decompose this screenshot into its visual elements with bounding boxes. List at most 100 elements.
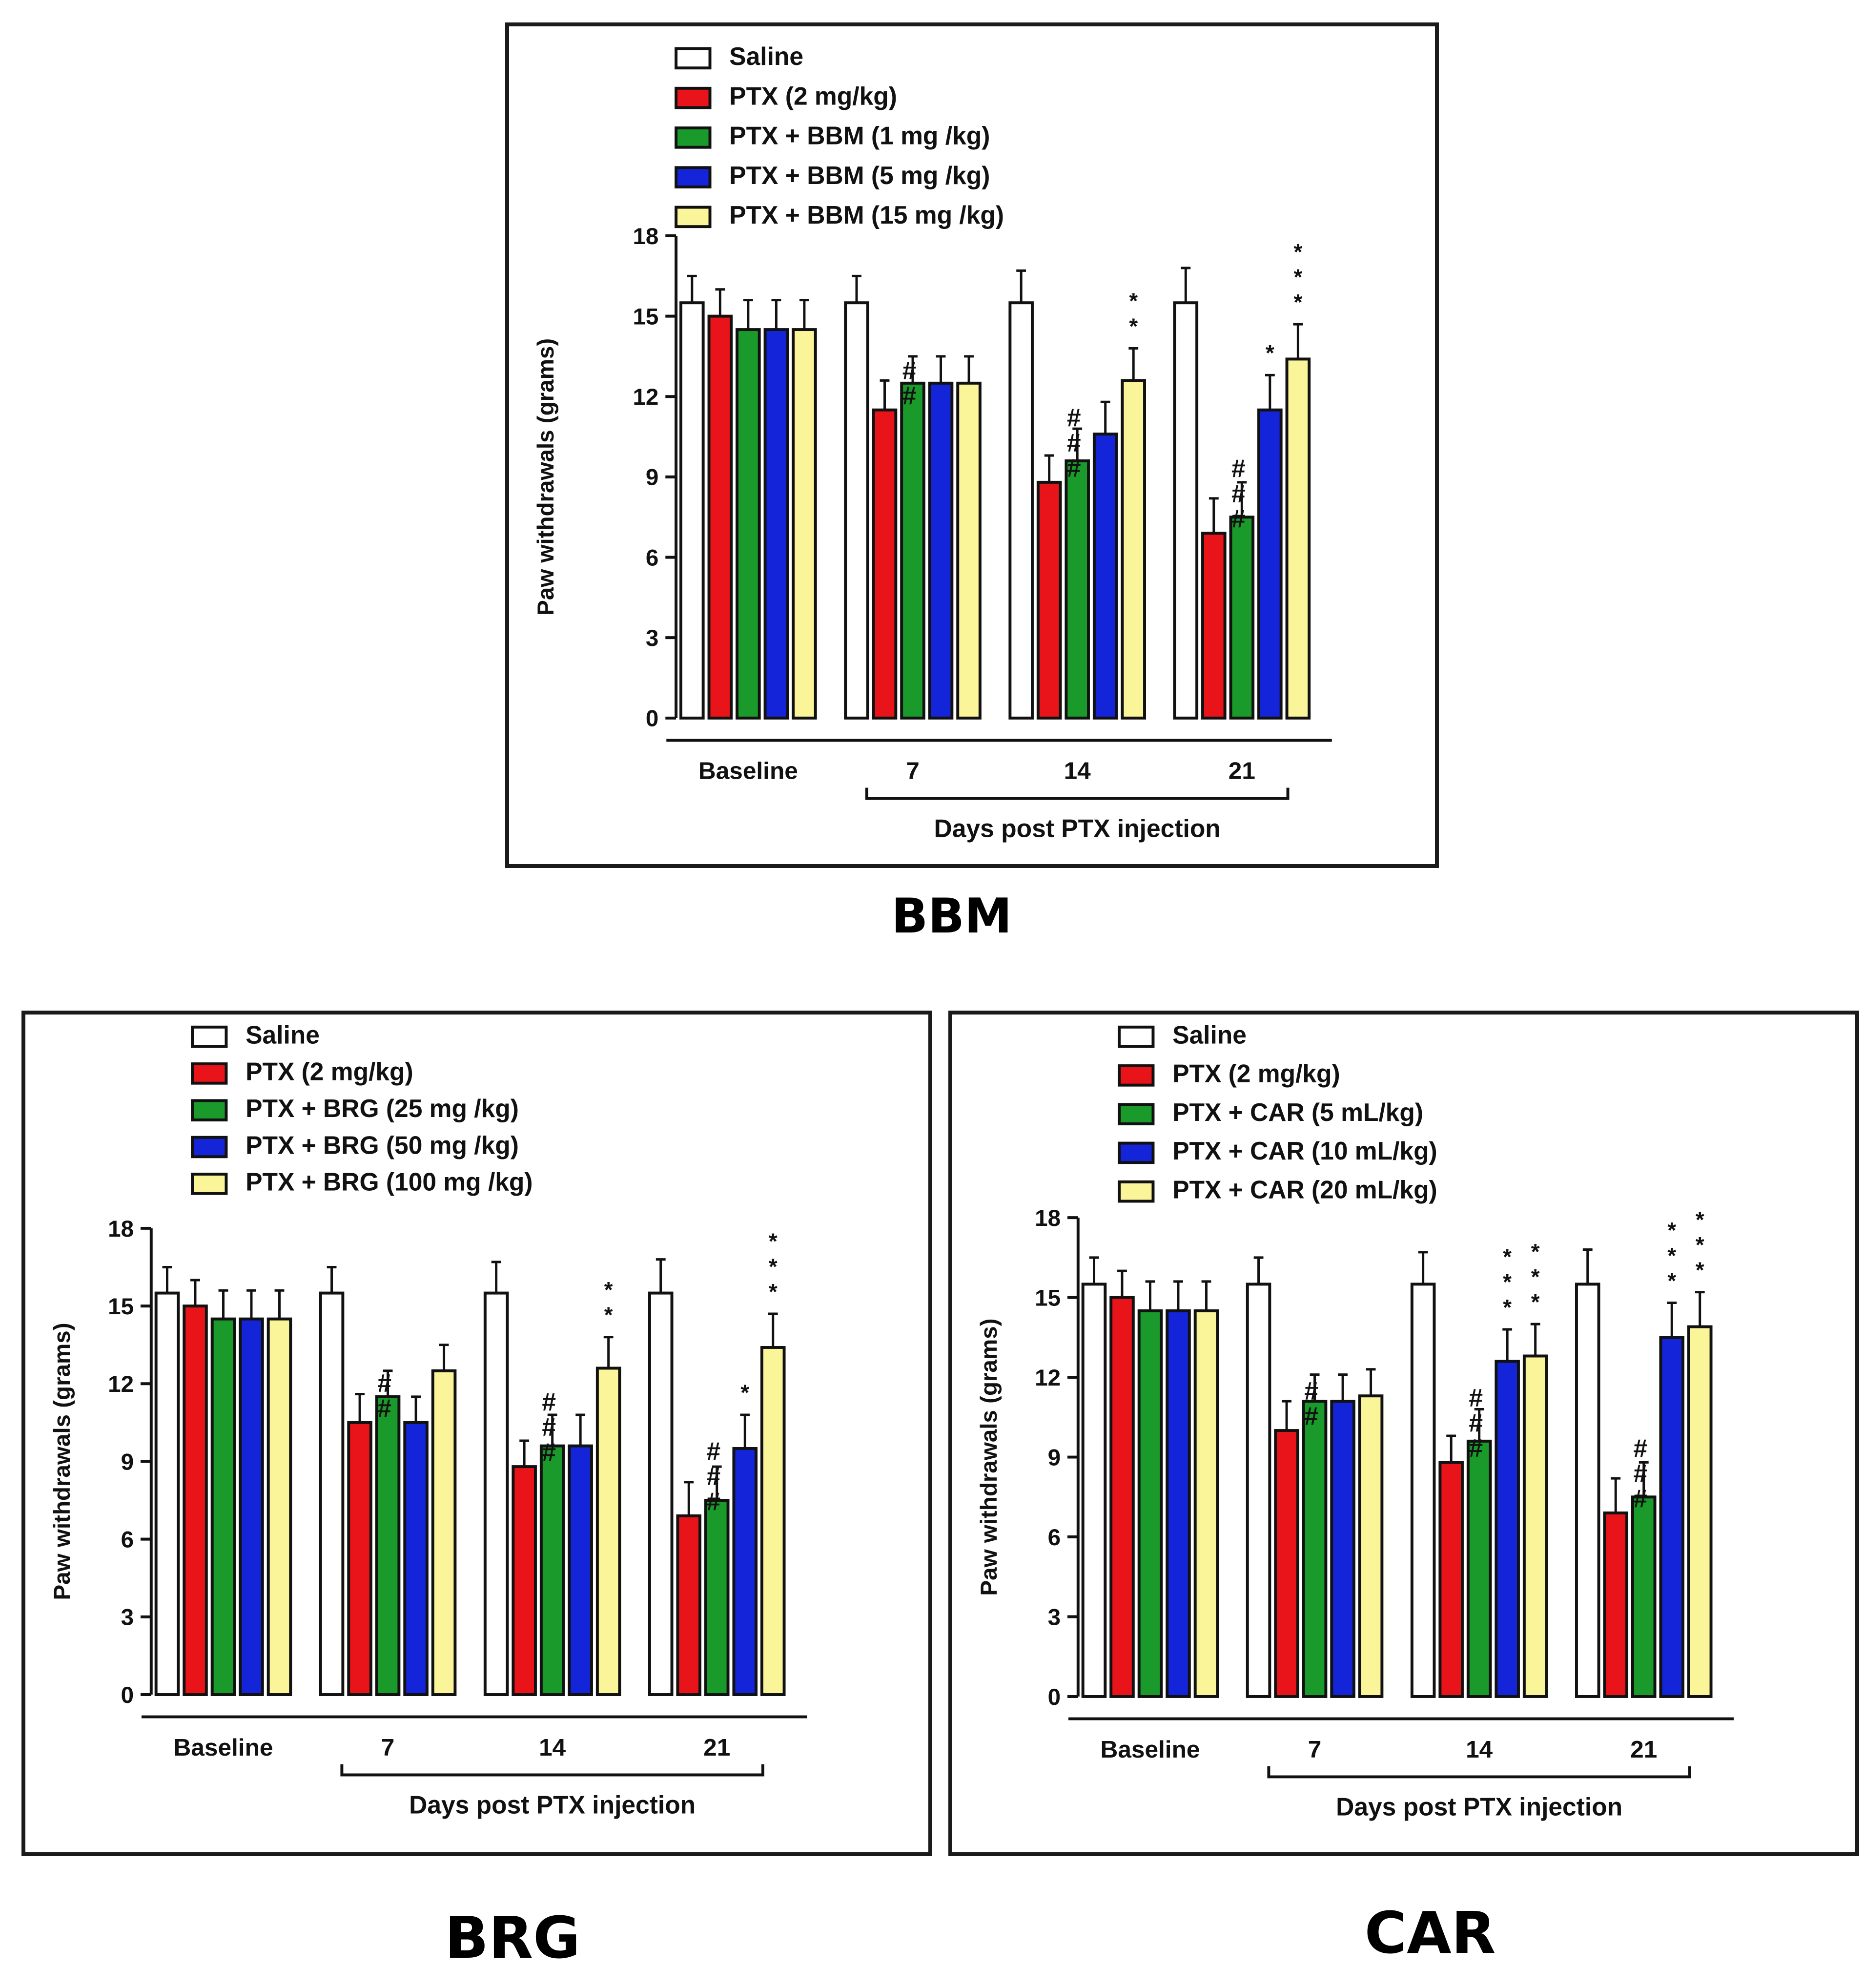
y-tick-label: 9 (1048, 1445, 1061, 1470)
significance-hash: # (706, 1437, 720, 1465)
legend-swatch (1118, 1064, 1155, 1087)
bbm-caption: BBM (891, 889, 1012, 944)
legend-label: Saline (1172, 1020, 1247, 1049)
bar-car-dose_low (1631, 1495, 1657, 1698)
significance-star: * (1696, 1258, 1704, 1283)
bar-brg-saline (319, 1291, 345, 1696)
significance-hash: # (1067, 454, 1081, 482)
y-tick-label: 15 (1035, 1285, 1061, 1311)
bar-bbm-saline (1173, 301, 1199, 720)
bar-brg-saline (154, 1291, 180, 1696)
x-tick-label: 7 (1308, 1736, 1322, 1763)
y-tick-label: 6 (121, 1527, 134, 1553)
y-axis-label: Paw withdrawals (grams) (533, 338, 559, 616)
x-tick-label: 14 (1064, 757, 1091, 785)
significance-star: * (1531, 1239, 1540, 1264)
significance-hash: # (706, 1462, 720, 1490)
bbm-panel: Saline PTX (2 mg/kg) PTX + BBM (1 mg /kg) P… (505, 22, 1439, 868)
bar-car-dose_low (1466, 1439, 1492, 1698)
significance-star: * (1503, 1295, 1512, 1320)
x-tick-label: Baseline (174, 1734, 273, 1761)
legend-swatch (1118, 1180, 1155, 1203)
y-tick-label: 18 (1035, 1205, 1061, 1231)
bar-brg-dose_high (595, 1367, 621, 1696)
significance-hash: # (1633, 1459, 1647, 1488)
brg-chart: Saline PTX (2 mg/kg) PTX + BRG (25 mg /kg)… (49, 1020, 807, 1819)
y-tick-label: 0 (646, 706, 658, 732)
y-tick-label: 9 (646, 465, 658, 491)
y-tick-label: 9 (121, 1449, 134, 1475)
legend-label: PTX + BRG (50 mg /kg) (246, 1131, 519, 1159)
y-tick-label: 0 (121, 1682, 134, 1708)
bar-bbm-saline (679, 301, 705, 720)
x-axis-label: Days post PTX injection (409, 1791, 696, 1819)
x-tick-label: 21 (703, 1734, 730, 1761)
significance-star: * (1667, 1243, 1676, 1268)
bar-bbm-ptx (707, 314, 733, 720)
bar-car-dose_high (1522, 1354, 1548, 1698)
legend-label: PTX + BBM (1 mg /kg) (729, 122, 990, 150)
significance-star: * (604, 1303, 613, 1327)
bar-car-ptx (1109, 1296, 1135, 1698)
significance-hash: # (1469, 1384, 1483, 1412)
days-bracket (865, 787, 1290, 800)
bar-bbm-ptx (1036, 480, 1062, 720)
y-tick-label: 15 (108, 1294, 134, 1320)
significance-star: * (1667, 1268, 1676, 1293)
legend-swatch (191, 1136, 228, 1159)
bar-brg-ptx (347, 1421, 372, 1696)
bar-bbm-dose_low (1229, 516, 1255, 720)
legend-label: PTX + BBM (15 mg /kg) (729, 201, 1004, 229)
x-tick-label: 14 (1466, 1736, 1493, 1763)
bar-bbm-dose_mid (1257, 408, 1283, 720)
bar-brg-dose_mid (568, 1444, 593, 1696)
x-tick-label: 21 (1630, 1736, 1657, 1763)
brg-caption: BRG (445, 1904, 580, 1971)
legend-swatch (675, 126, 712, 149)
car-panel: Saline PTX (2 mg/kg) PTX + CAR (5 mL/kg) PT… (948, 1011, 1859, 1856)
days-bracket (340, 1764, 764, 1777)
significance-star: * (769, 1254, 778, 1279)
brg-panel: Saline PTX (2 mg/kg) PTX + BRG (25 mg /kg)… (21, 1011, 932, 1856)
bar-bbm-dose_high (956, 381, 982, 720)
bar-brg-dose_mid (239, 1317, 264, 1696)
significance-hash: # (377, 1394, 391, 1422)
legend-swatch (675, 166, 712, 188)
legend-label: PTX + BRG (100 mg /kg) (246, 1168, 533, 1196)
bar-bbm-dose_low (900, 381, 925, 720)
significance-hash: # (1231, 504, 1246, 533)
significance-hash: # (542, 1438, 556, 1466)
significance-hash: # (1304, 1402, 1318, 1430)
y-tick-label: 18 (633, 224, 658, 249)
significance-hash: # (902, 356, 917, 384)
bar-bbm-dose_low (1065, 459, 1090, 720)
bar-car-dose_high (1358, 1394, 1384, 1698)
significance-star: * (1293, 265, 1302, 290)
significance-hash: # (706, 1487, 720, 1515)
legend-swatch (191, 1025, 228, 1048)
bar-car-dose_mid (1495, 1360, 1520, 1698)
significance-star: * (1266, 341, 1274, 366)
significance-hash: # (1304, 1377, 1318, 1405)
bar-bbm-dose_high (1121, 379, 1146, 720)
significance-hash: # (1231, 479, 1246, 508)
legend-label: Saline (246, 1020, 320, 1049)
y-tick-label: 3 (646, 625, 658, 651)
bar-brg-dose_high (431, 1369, 457, 1696)
bar-bbm-dose_high (1285, 357, 1311, 720)
significance-hash: # (1469, 1408, 1483, 1437)
legend-label: PTX (2 mg/kg) (246, 1057, 413, 1086)
significance-hash: # (1469, 1434, 1483, 1462)
bar-car-dose_mid (1166, 1309, 1191, 1698)
bar-car-dose_low (1302, 1400, 1328, 1698)
bar-car-ptx (1603, 1512, 1629, 1698)
bar-brg-dose_low (375, 1395, 401, 1696)
bar-car-saline (1081, 1283, 1107, 1698)
bar-car-saline (1575, 1283, 1600, 1698)
legend-label: PTX (2 mg/kg) (1172, 1059, 1340, 1088)
legend-swatch (191, 1062, 228, 1085)
legend-swatch (191, 1099, 228, 1121)
legend-label: PTX (2 mg/kg) (729, 82, 897, 110)
bar-brg-dose_low (704, 1499, 730, 1696)
significance-star: * (1667, 1218, 1676, 1243)
